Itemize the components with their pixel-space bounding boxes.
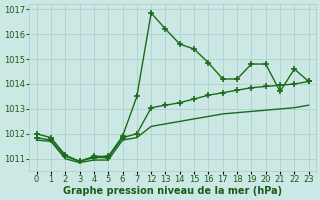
X-axis label: Graphe pression niveau de la mer (hPa): Graphe pression niveau de la mer (hPa) xyxy=(63,186,282,196)
